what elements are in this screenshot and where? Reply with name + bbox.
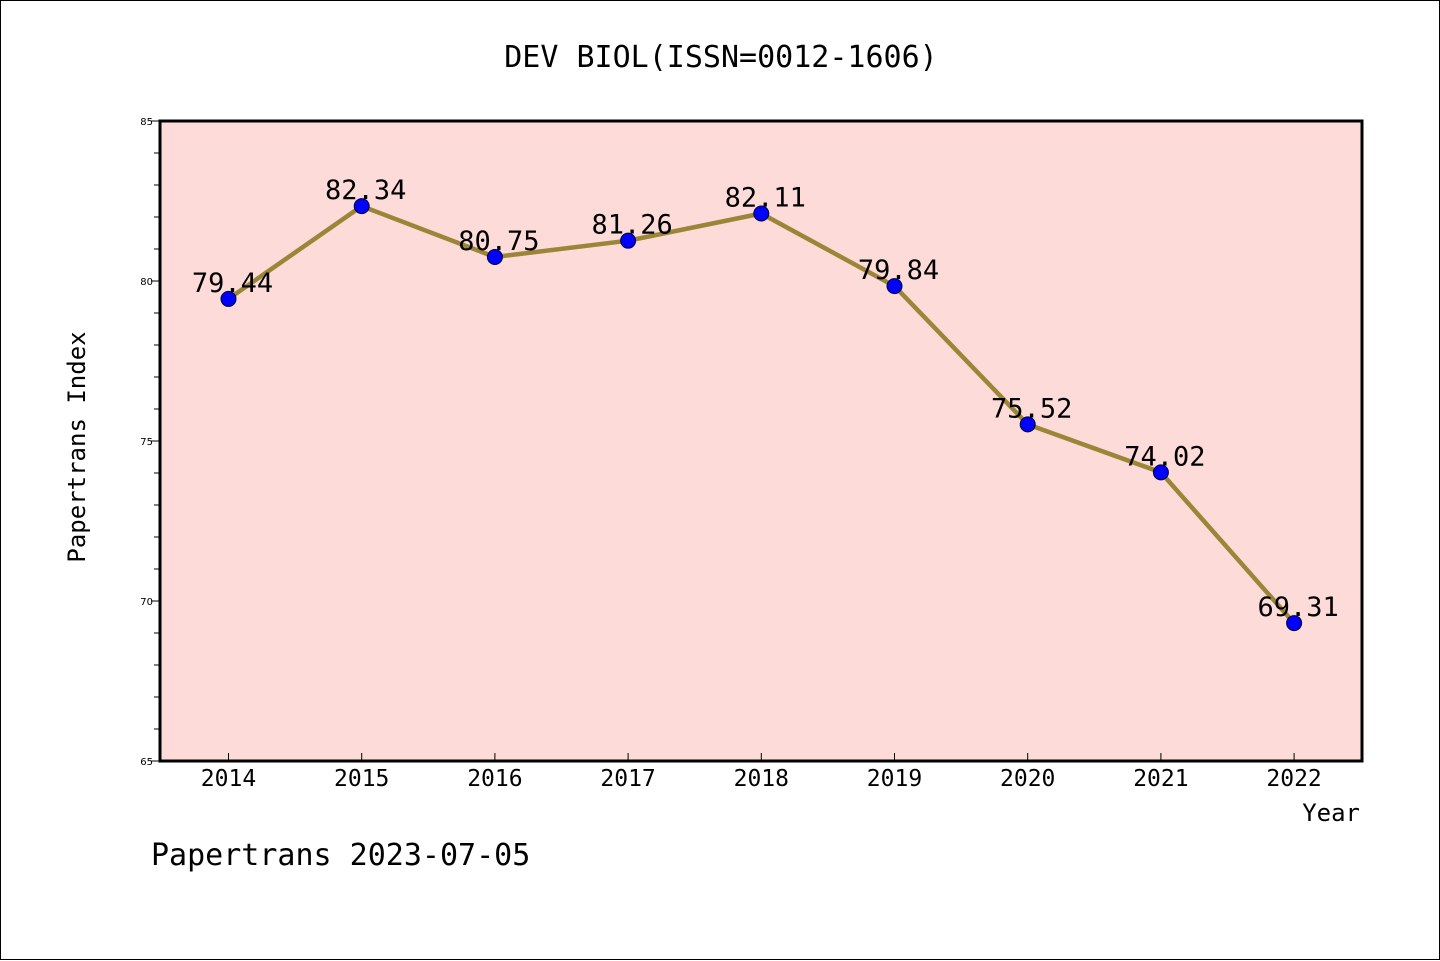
- data-point: [620, 232, 637, 249]
- plot-area: [160, 121, 1362, 761]
- x-tick-label: 2022: [1266, 766, 1321, 792]
- data-point: [220, 290, 237, 307]
- x-axis-label: Year: [1302, 799, 1360, 827]
- footer-stamp: Papertrans 2023-07-05: [151, 838, 530, 873]
- y-tick-label: 65: [140, 757, 153, 768]
- chart-title: DEV BIOL(ISSN=0012-1606): [504, 40, 937, 75]
- data-point: [1152, 464, 1169, 481]
- y-tick-label: 80: [140, 277, 153, 288]
- x-tick-label: 2014: [201, 766, 256, 792]
- x-tick-label: 2021: [1133, 766, 1188, 792]
- data-label: 75.52: [991, 393, 1072, 424]
- data-point: [753, 205, 770, 222]
- series-layer: 79.44 82.34 80.75 81.26 82.11 79.84 75.52 74.02…: [192, 175, 1339, 632]
- data-point: [1019, 416, 1036, 433]
- y-tick-label: 75: [140, 437, 153, 448]
- data-label: 79.44: [192, 268, 273, 299]
- y-axis-label: Papertrans Index: [63, 331, 91, 562]
- data-label: 80.75: [458, 226, 539, 257]
- data-label: 82.11: [725, 182, 806, 213]
- data-label: 81.26: [591, 210, 672, 241]
- x-axis-ticks: 2014 2015 2016 2017 2018 2019 2020 2021 2022: [201, 753, 1322, 792]
- x-tick-label: 2019: [867, 766, 922, 792]
- data-label: 79.84: [858, 255, 939, 286]
- y-axis-ticks: 65 70 75 80 85: [140, 117, 160, 768]
- plot-border: [158, 119, 1364, 763]
- x-tick-label: 2017: [600, 766, 655, 792]
- data-label: 74.02: [1124, 441, 1205, 472]
- data-point: [1286, 615, 1303, 632]
- x-tick-label: 2016: [467, 766, 522, 792]
- data-point: [353, 198, 370, 215]
- x-tick-label: 2020: [1000, 766, 1055, 792]
- y-tick-label: 70: [140, 597, 153, 608]
- y-tick-label: 85: [140, 117, 153, 128]
- data-point: [486, 249, 503, 265]
- x-tick-label: 2015: [334, 766, 389, 792]
- data-label: 69.31: [1257, 592, 1338, 623]
- data-point: [886, 278, 903, 295]
- data-label: 82.34: [325, 175, 406, 206]
- x-tick-label: 2018: [734, 766, 789, 792]
